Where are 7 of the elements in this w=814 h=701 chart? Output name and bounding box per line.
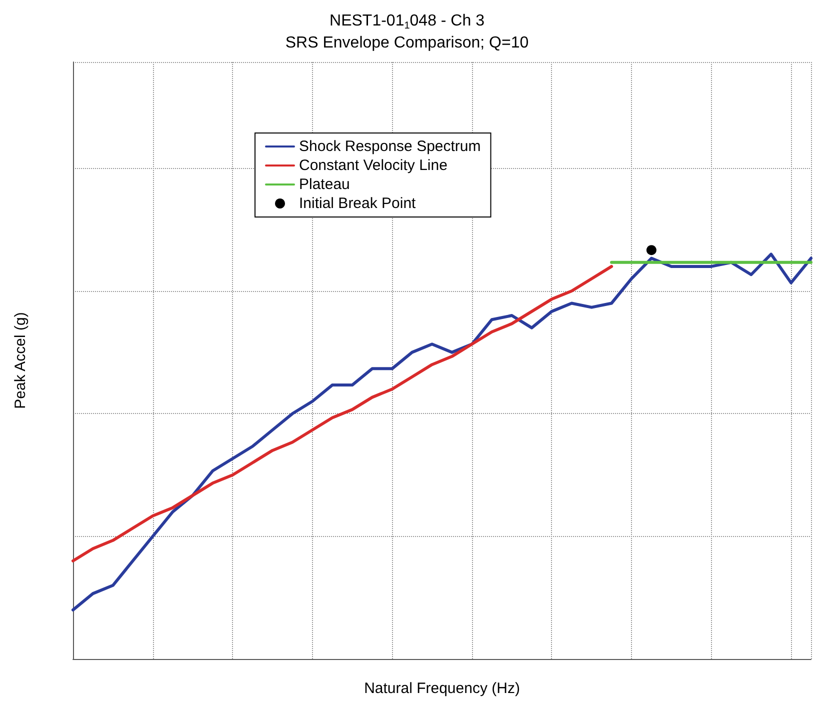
chart-subtitle: SRS Envelope Comparison; Q=10 <box>285 34 529 52</box>
legend-label: Plateau <box>299 176 350 193</box>
y-axis-title: Peak Accel (g) <box>12 312 29 409</box>
legend-label: Constant Velocity Line <box>299 157 448 174</box>
legend-label: Shock Response Spectrum <box>299 138 481 155</box>
x-axis-title: Natural Frequency (Hz) <box>364 680 520 697</box>
legend-label: Initial Break Point <box>299 195 417 212</box>
